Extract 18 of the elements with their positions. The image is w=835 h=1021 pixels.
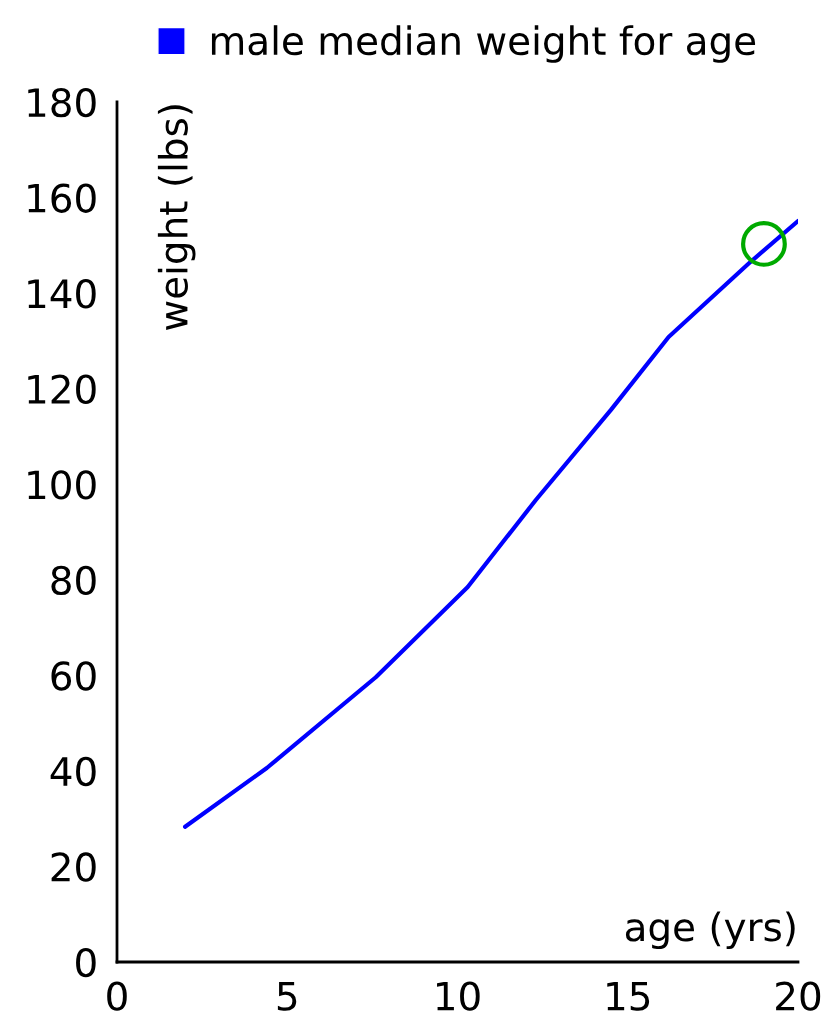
x-tick-label: 15 [607, 981, 650, 1011]
y-tick-label: 40 [50, 756, 96, 787]
x-tick-label: 5 [277, 981, 297, 1011]
x-tick-label: 0 [107, 981, 127, 1011]
y-tick-label: 20 [51, 852, 96, 882]
y-tick-label: 100 [28, 470, 96, 500]
y-tick-label: 120 [28, 374, 96, 404]
x-tick-label: 20 [776, 981, 821, 1011]
legend-label: male median weight for age [211, 25, 756, 63]
y-tick-label: 140 [28, 279, 96, 309]
y-tick-label: 180 [28, 87, 96, 118]
x-axis-title: age (yrs) [625, 911, 795, 950]
y-tick-label: 0 [76, 947, 96, 978]
y-tick-label: 60 [51, 661, 96, 691]
y-tick-label: 80 [51, 565, 96, 596]
y-axis-title: weight (lbs) [157, 105, 196, 330]
x-tick-label: 10 [437, 981, 480, 1011]
y-tick-label: 160 [28, 183, 96, 213]
